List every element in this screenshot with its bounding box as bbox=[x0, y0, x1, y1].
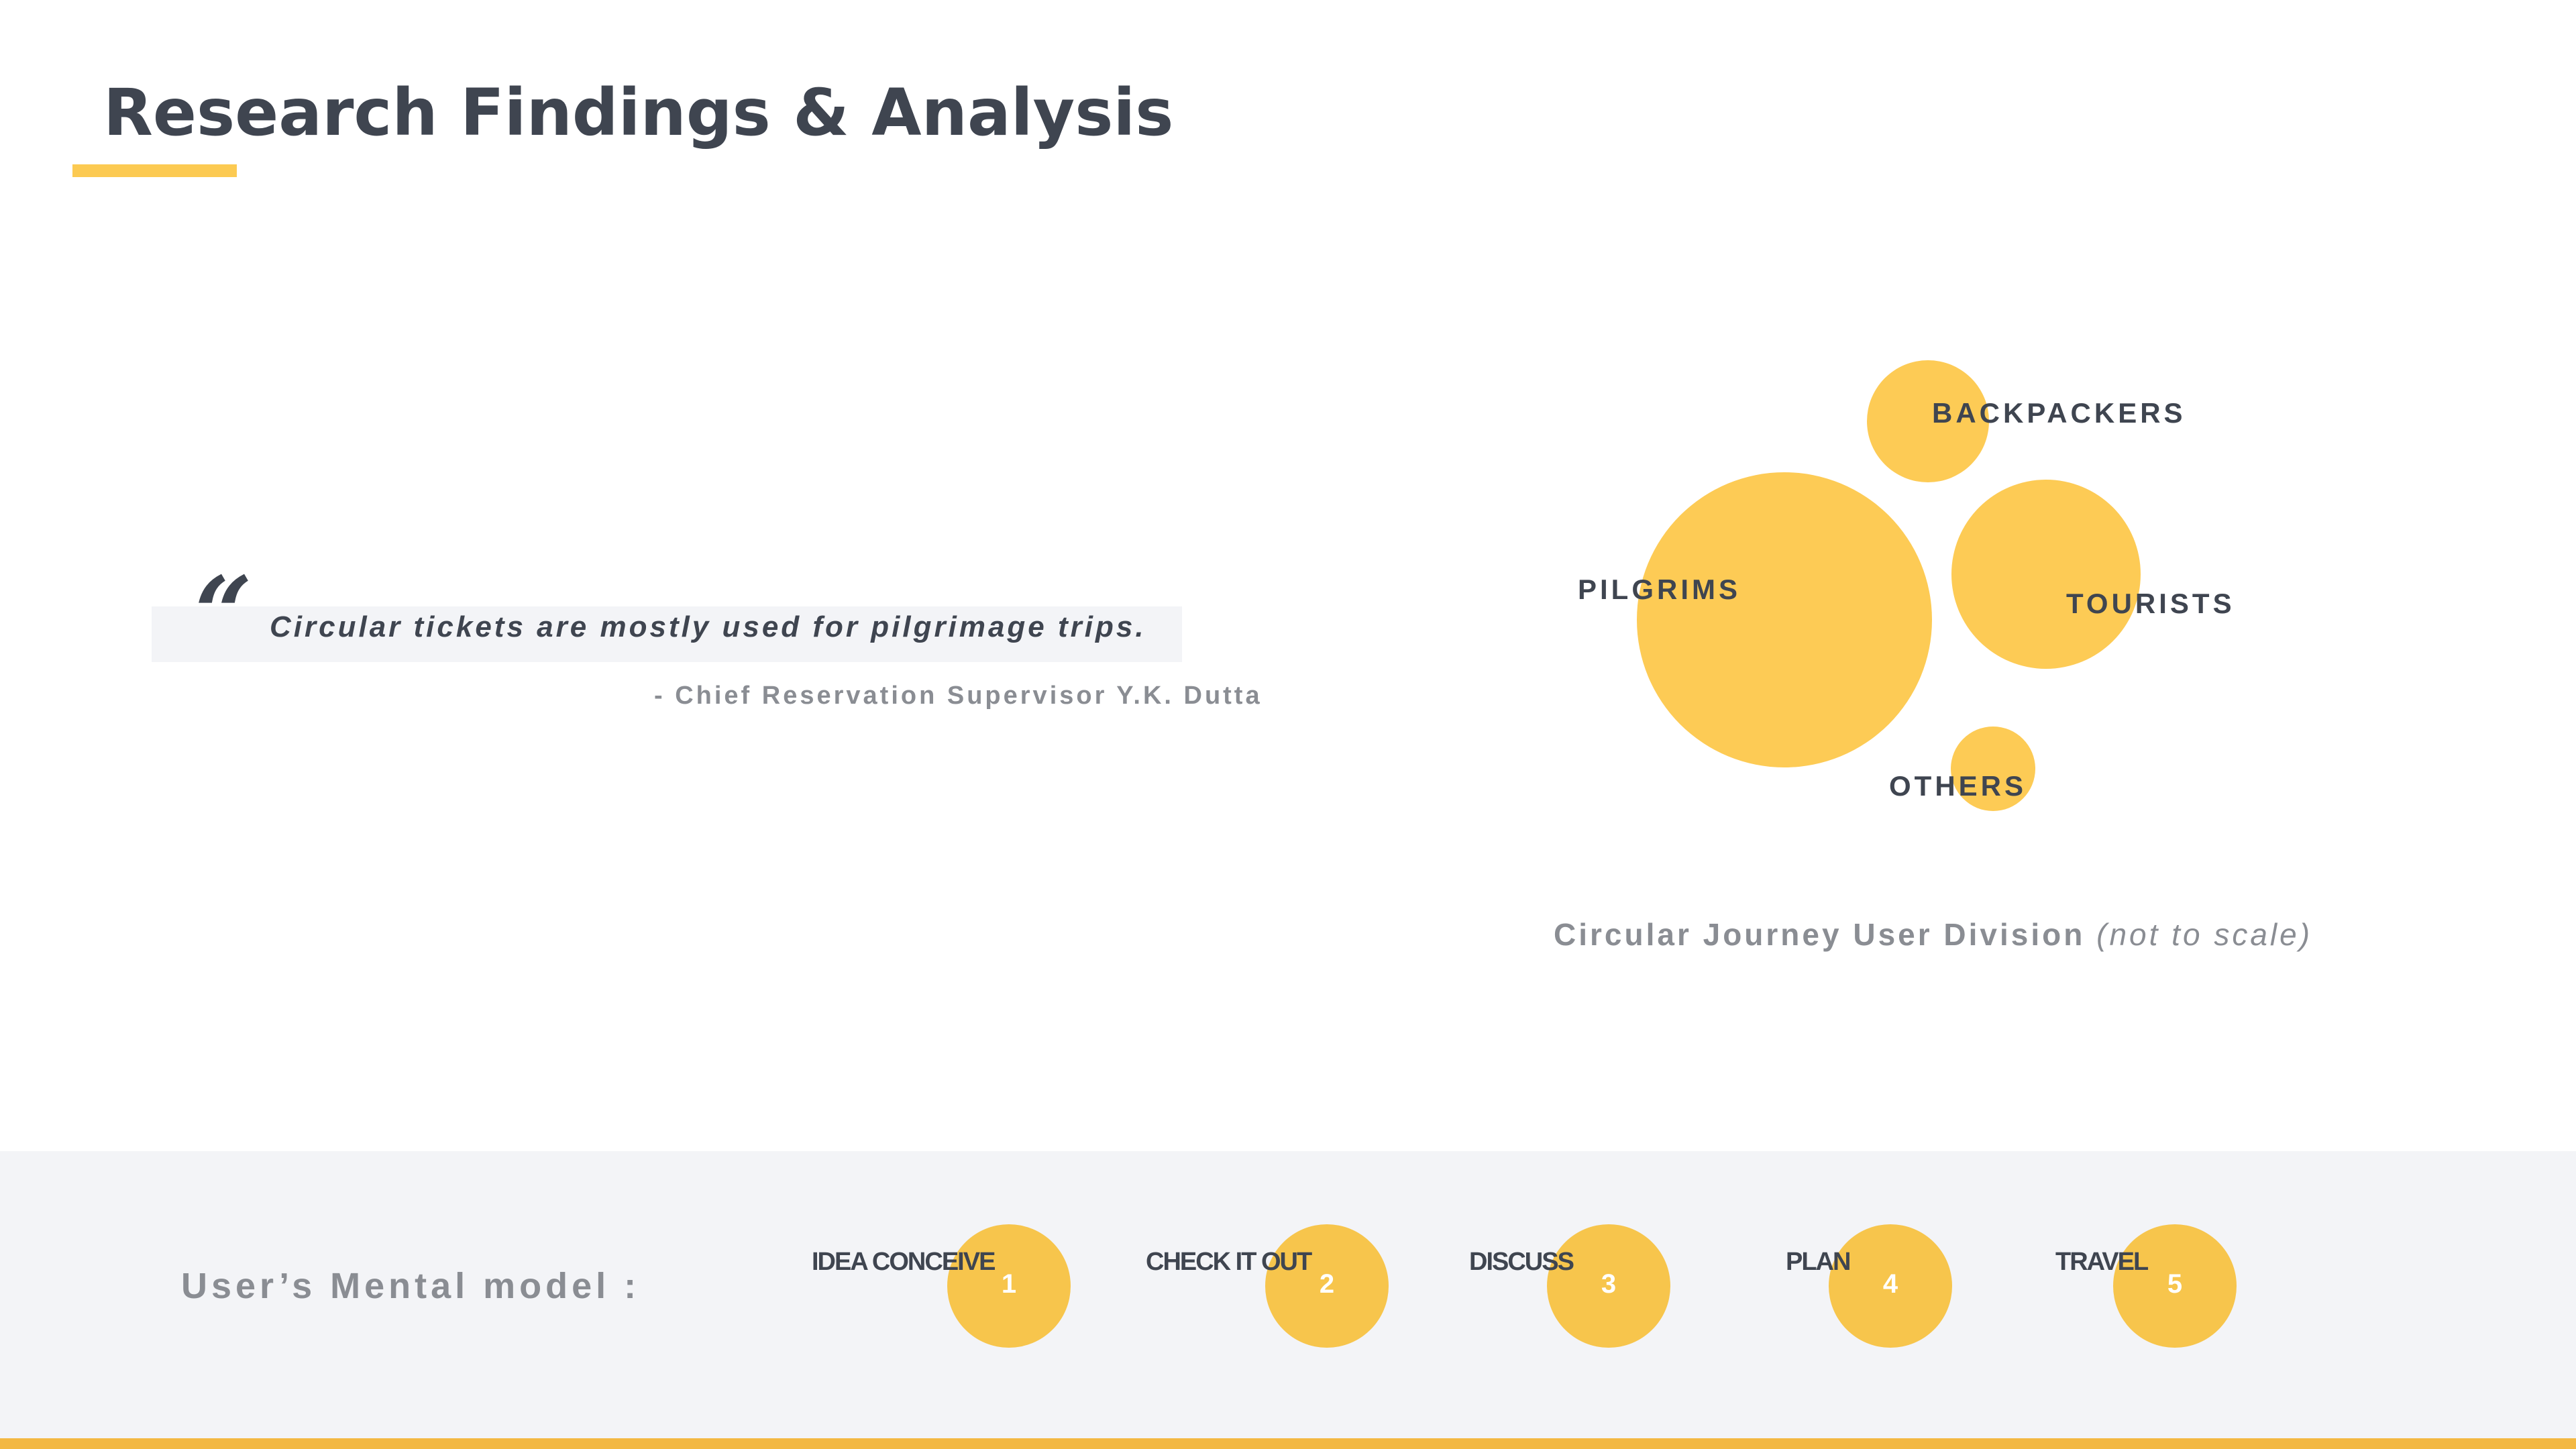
step-number-2: 2 bbox=[1319, 1269, 1335, 1299]
step-number-1: 1 bbox=[1001, 1269, 1017, 1299]
bubble-others bbox=[1951, 727, 2035, 811]
step-circle-1 bbox=[947, 1224, 1071, 1348]
quote-author: - Chief Reservation Supervisor Y.K. Dutt… bbox=[654, 682, 1263, 710]
bubble-pilgrims bbox=[1637, 472, 1932, 767]
quote-text: Circular tickets are mostly used for pil… bbox=[270, 610, 1146, 643]
step-label-4: PLAN bbox=[1786, 1248, 1851, 1276]
step-number-5: 5 bbox=[2167, 1269, 2183, 1299]
step-label-1: IDEA CONCEIVE bbox=[812, 1248, 996, 1276]
step-number-3: 3 bbox=[1601, 1269, 1617, 1299]
mental-model-label: User’s Mental model : bbox=[181, 1266, 641, 1306]
caption-title: Circular Journey User Division bbox=[1554, 917, 2086, 952]
bubble-backpackers bbox=[1867, 360, 1989, 482]
title-underline bbox=[72, 164, 237, 177]
quote-box bbox=[152, 606, 1182, 662]
diagram-caption: Circular Journey User Division (not to s… bbox=[1554, 916, 2312, 953]
label-tourists: TOURISTS bbox=[2066, 588, 2235, 619]
step-label-5: TRAVEL bbox=[2055, 1248, 2149, 1276]
label-others: OTHERS bbox=[1889, 770, 2027, 802]
quote-mark-icon: “ bbox=[195, 555, 253, 673]
label-pilgrims: PILGRIMS bbox=[1578, 574, 1741, 605]
step-circle-5 bbox=[2113, 1224, 2237, 1348]
step-label-3: DISCUSS bbox=[1469, 1248, 1574, 1276]
label-backpackers: BACKPACKERS bbox=[1932, 397, 2186, 429]
step-circle-4 bbox=[1829, 1224, 1952, 1348]
step-circle-3 bbox=[1547, 1224, 1670, 1348]
bubble-tourists bbox=[1951, 480, 2141, 669]
bottom-accent-bar bbox=[0, 1438, 2576, 1449]
page-title: Research Findings & Analysis bbox=[103, 75, 1174, 150]
step-circle-2 bbox=[1265, 1224, 1389, 1348]
step-label-2: CHECK IT OUT bbox=[1146, 1248, 1312, 1276]
caption-note: (not to scale) bbox=[2096, 917, 2313, 952]
step-number-4: 4 bbox=[1882, 1269, 1898, 1299]
